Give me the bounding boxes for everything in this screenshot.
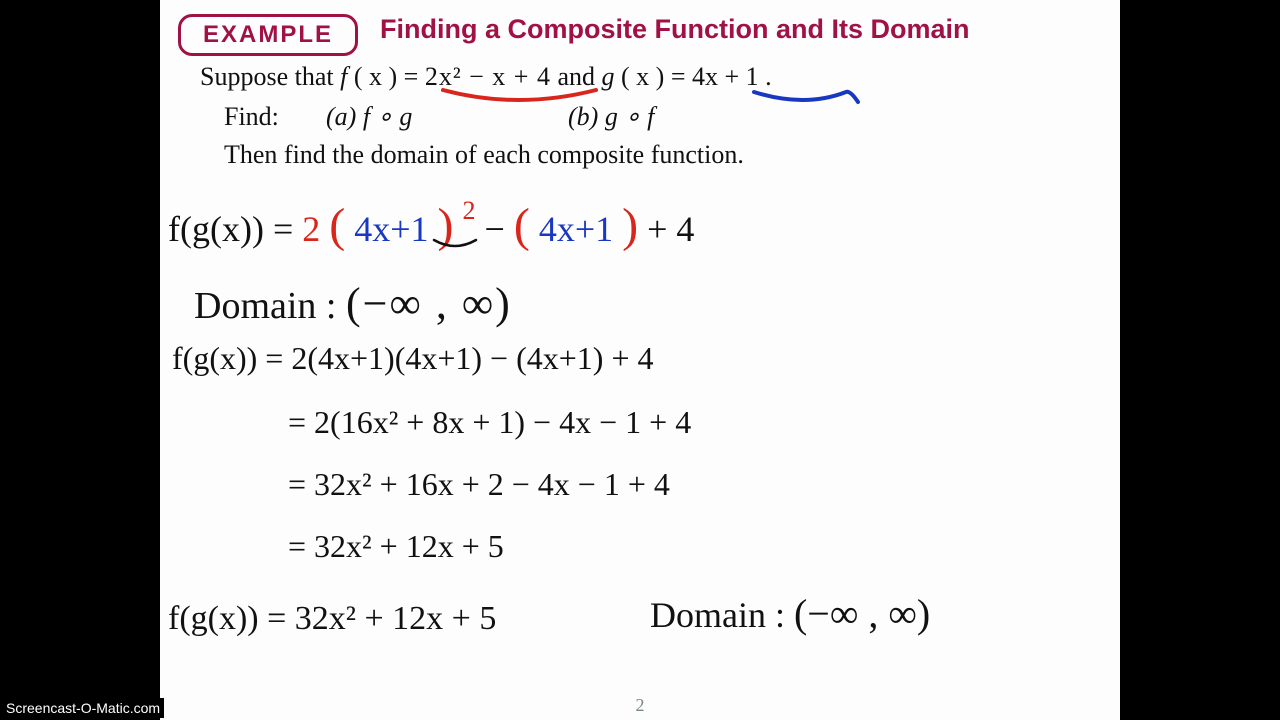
l1-left: f(g(x)) = xyxy=(168,209,293,249)
g-rhs: 4x + 1 xyxy=(692,62,759,91)
domain2-val: (−∞ , ∞) xyxy=(794,591,930,636)
find-label: Find: xyxy=(224,102,279,132)
work-l3: f(g(x)) = 2(4x+1)(4x+1) − (4x+1) + 4 xyxy=(172,340,654,377)
f-rhs: 2x² − x + 4 xyxy=(425,62,551,91)
work-l6: = 32x² + 12x + 5 xyxy=(288,528,504,565)
domain-val: (−∞ , ∞) xyxy=(346,279,512,328)
g-symbol: g xyxy=(602,62,615,91)
underline-blue xyxy=(750,88,860,110)
example-badge: EXAMPLE xyxy=(178,14,358,56)
period: . xyxy=(765,62,772,91)
f-arg: ( x ) = xyxy=(354,62,425,91)
domain1: Domain : (−∞ , ∞) xyxy=(194,278,512,329)
l1-open2: ( xyxy=(514,199,530,252)
work-l7: f(g(x)) = 32x² + 12x + 5 xyxy=(168,600,496,638)
l1-open1: ( xyxy=(329,199,345,252)
f-symbol: f xyxy=(340,62,347,91)
heading: Finding a Composite Function and Its Dom… xyxy=(380,14,970,45)
part-b: (b) g ∘ f xyxy=(568,102,654,132)
l1-gx1: 4x+1 xyxy=(354,209,428,249)
part-a: (a) f ∘ g xyxy=(326,102,412,132)
txt-and: and xyxy=(557,62,601,91)
domain2-label: Domain : xyxy=(650,595,785,635)
g-arg: ( x ) = xyxy=(621,62,692,91)
txt-suppose: Suppose that xyxy=(200,62,340,91)
l1-gx2: 4x+1 xyxy=(539,209,613,249)
l1-plus4: + 4 xyxy=(647,209,694,249)
problem-line3: Then find the domain of each composite f… xyxy=(224,140,744,170)
slide-canvas: EXAMPLE Finding a Composite Function and… xyxy=(160,0,1120,720)
page-number: 2 xyxy=(636,695,645,716)
l1-two: 2 xyxy=(302,209,320,249)
l1-exp: 2 xyxy=(463,196,476,225)
work-l5: = 32x² + 16x + 2 − 4x − 1 + 4 xyxy=(288,466,670,503)
l1-minus: − xyxy=(485,209,514,249)
small-underline xyxy=(430,238,480,252)
watermark: Screencast-O-Matic.com xyxy=(2,698,164,718)
l1-close2: ) xyxy=(622,199,638,252)
domain-label: Domain : xyxy=(194,285,336,327)
domain2: Domain : (−∞ , ∞) xyxy=(650,590,930,637)
work-l4: = 2(16x² + 8x + 1) − 4x − 1 + 4 xyxy=(288,404,691,441)
